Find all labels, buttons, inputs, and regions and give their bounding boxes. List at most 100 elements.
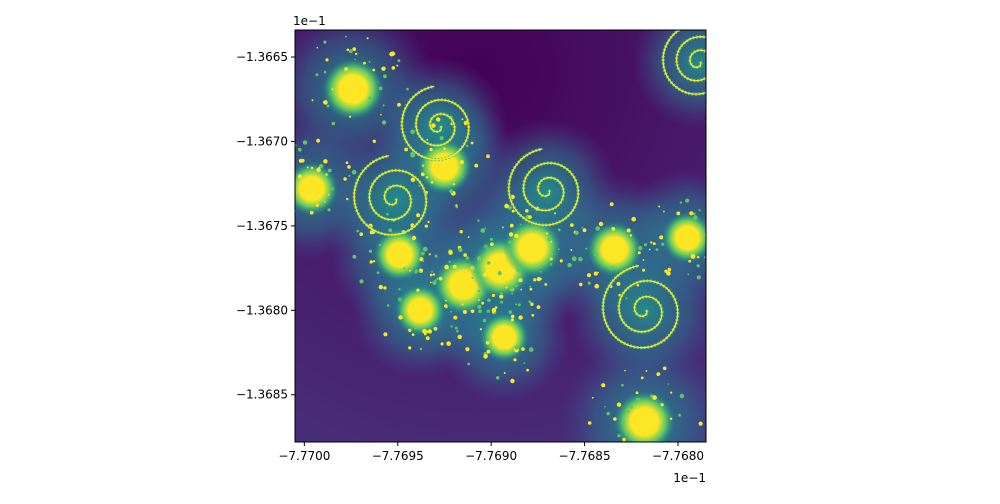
filament-speck xyxy=(411,235,417,241)
filament-speck xyxy=(448,250,453,255)
filament-speck xyxy=(696,264,700,268)
filament-speck xyxy=(669,417,673,420)
filament-speck xyxy=(483,272,488,277)
filament-speck xyxy=(503,372,506,374)
filament-speck xyxy=(383,286,387,290)
filament-speck xyxy=(359,279,364,284)
filament-speck xyxy=(450,265,453,268)
filament-speck xyxy=(461,176,464,178)
filament-speck xyxy=(443,147,446,150)
y-tick-label: −1.3670 xyxy=(236,134,288,148)
filament-speck xyxy=(496,376,500,380)
filament-speck xyxy=(368,96,372,100)
filament-speck xyxy=(419,347,423,351)
filament-speck xyxy=(716,259,720,263)
filament-speck xyxy=(712,224,714,226)
filament-speck xyxy=(422,246,428,252)
filament-speck xyxy=(323,40,327,44)
filament-speck xyxy=(449,189,454,194)
filament-speck xyxy=(529,287,533,291)
bulb-core xyxy=(451,273,475,297)
filament-speck xyxy=(325,58,329,62)
filament-speck xyxy=(594,283,600,289)
filament-speck xyxy=(327,168,332,173)
filament-speck xyxy=(279,180,283,184)
filament-speck xyxy=(418,270,421,273)
filament-speck xyxy=(578,257,583,262)
filament-speck xyxy=(547,236,552,242)
filament-speck xyxy=(658,205,661,208)
filament-speck xyxy=(508,232,514,237)
filament-speck xyxy=(629,405,633,409)
filament-speck xyxy=(290,189,292,191)
filament-speck xyxy=(452,183,456,186)
filament-speck xyxy=(428,253,431,256)
filament-speck xyxy=(310,166,314,170)
filament-speck xyxy=(359,232,364,236)
filament-speck xyxy=(416,288,420,292)
filament-speck xyxy=(453,315,458,320)
filament-speck xyxy=(678,413,681,417)
filament-speck xyxy=(601,383,606,388)
x-axis: −7.7700 −7.7695 −7.7690 −7.7685 −7.7680 xyxy=(278,442,704,463)
filament-speck xyxy=(505,286,508,289)
filament-speck xyxy=(323,200,326,203)
filament-speck xyxy=(629,234,633,237)
filament-speck xyxy=(466,144,469,148)
filament-speck xyxy=(427,220,430,224)
filament-speck xyxy=(459,230,463,234)
filament-speck xyxy=(372,68,376,72)
spiral-filament xyxy=(353,155,427,236)
x-tick-label: −7.7685 xyxy=(559,449,611,463)
filament-speck xyxy=(461,118,464,121)
filament-speck xyxy=(436,117,441,122)
filament-speck xyxy=(510,378,515,384)
filament-speck xyxy=(609,202,614,207)
filament-speck xyxy=(309,210,314,215)
filament-speck xyxy=(465,269,468,272)
filament-speck xyxy=(662,366,667,371)
filament-speck xyxy=(369,230,374,235)
filament-speck xyxy=(389,51,395,57)
filament-speck xyxy=(404,147,408,152)
filament-speck xyxy=(429,147,433,152)
x-tick-label: −7.7700 xyxy=(278,449,330,463)
filament-speck xyxy=(628,450,631,453)
filament-speck xyxy=(345,161,349,164)
filament-speck xyxy=(617,434,621,438)
filament-speck xyxy=(593,271,598,276)
filament-speck xyxy=(414,326,417,330)
filament-speck xyxy=(446,341,451,346)
filament-speck xyxy=(356,229,360,233)
filament-speck xyxy=(520,288,523,291)
filament-speck xyxy=(315,73,319,77)
filament-speck xyxy=(440,342,444,346)
y-tick-label: −1.3675 xyxy=(236,219,288,233)
filament-speck xyxy=(455,204,458,207)
filament-speck xyxy=(482,318,487,323)
filament-speck xyxy=(511,209,515,213)
filament-speck xyxy=(579,282,583,287)
filament-speck xyxy=(481,301,485,305)
bulb-core xyxy=(520,236,545,260)
filament-speck xyxy=(406,87,409,91)
filament-speck xyxy=(490,242,494,246)
filament-speck xyxy=(397,102,401,107)
filament-speck xyxy=(319,163,324,169)
x-tick-label: −7.7690 xyxy=(465,449,517,463)
filament-speck xyxy=(631,216,636,222)
filament-speck xyxy=(465,347,470,352)
filament-speck xyxy=(648,248,651,251)
filament-speck xyxy=(613,417,617,421)
filament-speck xyxy=(369,76,373,79)
filament-speck xyxy=(444,264,449,270)
filament-speck xyxy=(502,226,504,229)
filament-speck xyxy=(327,208,331,212)
y-tick-label: −1.3685 xyxy=(236,388,288,402)
filament-speck xyxy=(408,328,412,332)
filament-speck xyxy=(425,336,430,341)
filament-speck xyxy=(499,294,504,299)
filament-speck xyxy=(397,59,401,63)
filament-speck xyxy=(587,421,592,425)
